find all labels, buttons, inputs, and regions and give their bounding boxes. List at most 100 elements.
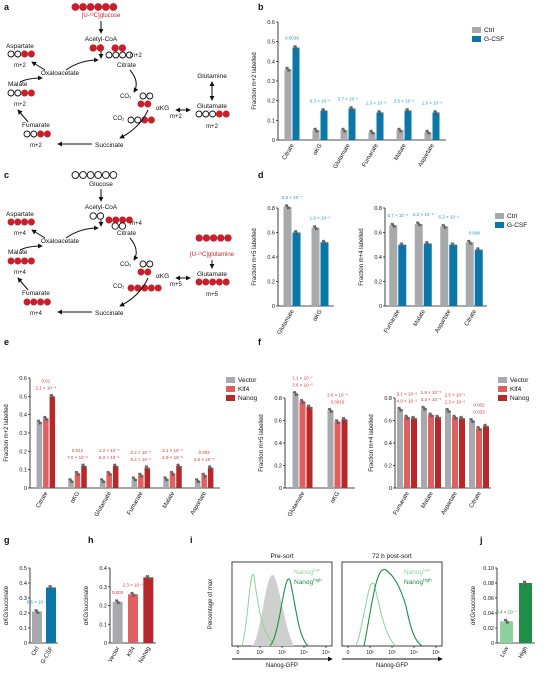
carbon-atom (215, 278, 223, 286)
carbon-atom (118, 222, 127, 230)
x-tick-label: 10³ (278, 650, 286, 656)
y-tick-label: 0.8 (384, 396, 392, 402)
carbon-atom (215, 110, 223, 118)
p-value: 2.2 × 10⁻⁵ (131, 450, 152, 455)
y-tick-label: 0.10 (483, 566, 494, 572)
x-tick-label: 10⁴ (410, 650, 418, 656)
carbon-atom (27, 218, 35, 226)
chart-e: 0 0.1 0.2 0.3 0.4 0.5 0.6 Fraction m+2 labelled… (4, 376, 258, 518)
data-point (51, 587, 54, 590)
bar (128, 594, 138, 643)
bar (311, 227, 320, 306)
bar (131, 478, 138, 488)
plot-title: 72 h post-sort (372, 553, 412, 560)
histogram-low (241, 574, 277, 647)
mass-label: m+4 (14, 231, 27, 237)
carbon-atom (137, 100, 145, 108)
mass-label: m+4 (14, 270, 27, 276)
x-tick-label: Glutamate (277, 308, 296, 336)
p-value: 6.2 × 10⁻⁶ (131, 457, 152, 462)
carbon-atom (101, 171, 110, 179)
bar (449, 244, 458, 306)
legend-swatch (226, 395, 235, 401)
p-value: 3.4 × 10⁻⁷ (496, 609, 517, 614)
carbon-atom (27, 257, 35, 265)
histogram-fill (252, 575, 294, 646)
data-point (296, 47, 299, 50)
bar (348, 108, 356, 140)
p-value: 0.0036 (285, 36, 299, 41)
carbon-atom (134, 284, 142, 292)
bar (421, 408, 427, 488)
x-tick-label: αKG (312, 309, 323, 323)
y-tick-label: 0 (279, 486, 282, 492)
bar (46, 587, 56, 643)
metabolite-label: Malate (8, 81, 28, 88)
x-tick-label: 10⁵ (322, 650, 330, 656)
x-tick-label: Low (500, 645, 511, 658)
pathway-arrow (65, 225, 99, 239)
y-tick-label: 0.2 (19, 449, 27, 455)
pathway-arrow (17, 109, 29, 123)
legend-label: Ctrl (484, 27, 495, 34)
y-tick-label: 0.4 (19, 581, 27, 587)
data-point (506, 621, 510, 624)
y-tick-label: 0 (379, 304, 382, 310)
plot-title: Pre-sort (270, 553, 293, 560)
legend-swatch (472, 27, 481, 33)
p-value: 4.9 × 10⁻⁵ (397, 398, 418, 403)
y-tick-label: 0.4 (374, 255, 382, 261)
bar (452, 417, 458, 488)
metabolite-label: CO₂ (113, 284, 125, 290)
data-point (428, 132, 431, 135)
bar (292, 232, 301, 306)
mass-label: m+5 (206, 292, 219, 298)
p-value: 2.3 × 10⁻⁵ (123, 582, 144, 587)
bar (207, 467, 214, 488)
x-tick-label: 10³ (388, 650, 396, 656)
histogram-high (269, 578, 309, 647)
data-point (39, 422, 43, 425)
metabolite-label: CO₂ (120, 94, 132, 100)
bar (428, 414, 434, 488)
chart-g: 0 0.1 0.2 0.3 0.4 0.5 αKG/succinate Ctrl 6.6 × 1… (4, 566, 58, 665)
chart-j: 0 0.02 0.04 0.06 0.08 0.10 αKG/succinate Low 3.4… (471, 566, 535, 660)
data-point (115, 466, 119, 469)
legend-label: Vector (238, 377, 257, 384)
data-point (372, 132, 375, 135)
p-value: 3.3 × 10⁻⁵ (421, 397, 442, 402)
p-value: 7.0 × 10⁻⁶ (67, 455, 88, 460)
x-tick-label: Klf4 (126, 645, 137, 658)
carbon-atom (37, 298, 45, 306)
carbon-atom (7, 89, 15, 97)
carbon-atom (27, 50, 35, 58)
carbon-atom (43, 298, 51, 306)
y-tick-label: 0.6 (267, 231, 275, 237)
p-value: 3.6 × 10⁻⁵ (194, 457, 215, 462)
metabolite-label: Aspartate (6, 211, 34, 218)
y-axis-label: αKG/succinate (84, 585, 90, 625)
carbon-atom (139, 260, 147, 268)
x-tick-label: 10² (366, 650, 374, 656)
carbon-atom (14, 257, 22, 265)
y-tick-label: 0.5 (19, 394, 27, 400)
panel-letter: c (4, 170, 9, 180)
y-tick-label: 0.8 (267, 206, 275, 212)
data-point (134, 478, 138, 482)
legend-label: Klf4 (238, 386, 250, 393)
data-point (315, 227, 319, 230)
bar (36, 422, 43, 488)
p-value: 0.61 (41, 378, 50, 383)
y-tick-label: 0.2 (19, 611, 27, 617)
mass-label: m+2 (14, 63, 27, 69)
carbon-atom (94, 3, 103, 11)
p-value: 0.033 (473, 410, 485, 415)
pathway-arrow (19, 243, 43, 251)
bar (327, 410, 334, 488)
x-tick-label: Citrate (36, 490, 50, 509)
bar (368, 132, 376, 140)
bar (404, 417, 410, 488)
p-value: 1.1 × 10⁻⁷ (292, 376, 313, 381)
x-tick-label: G-CSF (40, 646, 55, 665)
carbon-atom (139, 92, 147, 100)
